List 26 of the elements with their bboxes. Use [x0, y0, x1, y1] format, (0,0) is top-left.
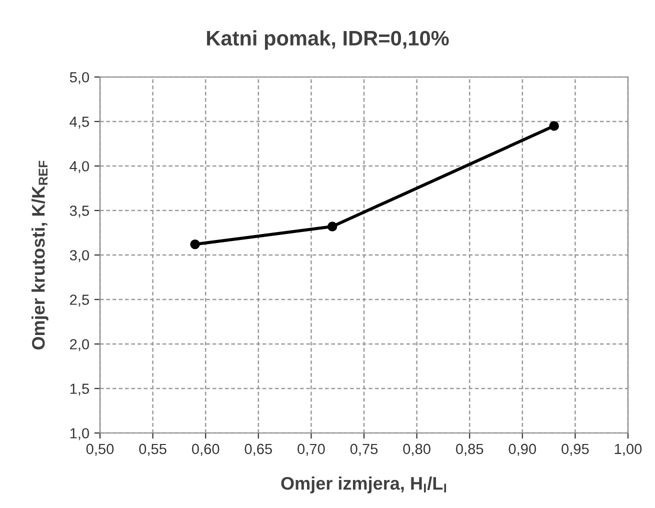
x-tick-label: 0,75 — [350, 444, 378, 456]
chart-title: Katni pomak, IDR=0,10% — [207, 30, 449, 50]
y-tick-label: 3,5 — [70, 206, 89, 218]
x-axis-title: Omjer izmjera, H$_{I}$/L$_{I}$ — [281, 476, 446, 494]
x-tick-label: 0,65 — [244, 444, 272, 456]
y-tick-label: 4,0 — [70, 161, 90, 174]
y-tick-label: 2,0 — [70, 339, 90, 352]
x-tick-label: 0,95 — [562, 444, 589, 456]
y-tick-label: 5,0 — [70, 72, 90, 84]
point — [549, 121, 559, 131]
x-tick-label: 0,85 — [456, 444, 484, 456]
x-tick-label: 0,50 — [86, 444, 114, 456]
x-tick-label: 1,00 — [614, 444, 642, 456]
x-tick-label: 0,60 — [192, 444, 220, 456]
y-tick-label: 1,5 — [70, 384, 89, 396]
y-axis-title: Omjer krutosti, K/K$_{REF}$ — [32, 160, 48, 350]
y-tick-label: 3,0 — [70, 250, 90, 262]
x-tick-label: 0,70 — [298, 444, 325, 456]
x-tick-label: 0,90 — [508, 444, 536, 456]
point — [190, 239, 200, 250]
x-tick-label: 0,80 — [403, 444, 430, 456]
y-tick-label: 2,5 — [70, 294, 89, 307]
point — [327, 222, 338, 232]
y-tick-label: 1,0 — [70, 428, 90, 440]
x-tick-label: 0,55 — [139, 444, 166, 456]
y-tick-label: 4,5 — [70, 116, 89, 129]
